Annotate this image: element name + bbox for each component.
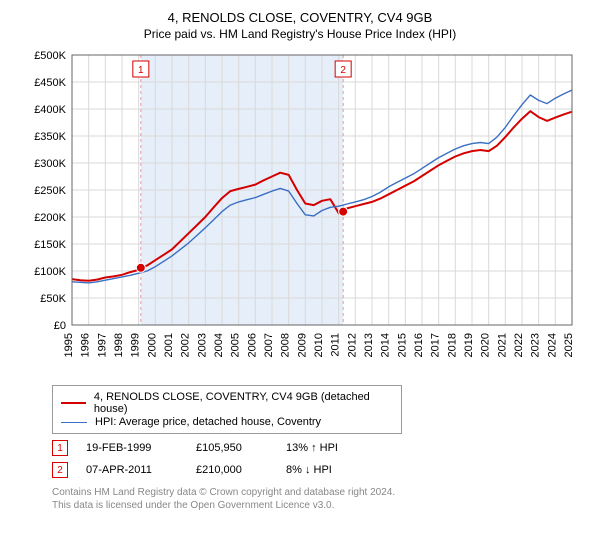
marker-row: 2 07-APR-2011£210,0008% ↓ HPI <box>52 462 590 478</box>
marker-badge: 2 <box>52 462 68 478</box>
svg-text:2017: 2017 <box>430 333 442 357</box>
svg-text:2024: 2024 <box>546 333 558 357</box>
svg-text:2005: 2005 <box>230 333 242 357</box>
svg-text:2018: 2018 <box>446 333 458 357</box>
svg-text:2010: 2010 <box>313 333 325 357</box>
svg-text:£350K: £350K <box>34 131 66 143</box>
svg-text:2004: 2004 <box>213 333 225 357</box>
footer-line: This data is licensed under the Open Gov… <box>52 499 590 512</box>
svg-text:£100K: £100K <box>34 266 66 278</box>
marker-diff: 8% ↓ HPI <box>286 464 376 476</box>
svg-text:2020: 2020 <box>480 333 492 357</box>
svg-text:2015: 2015 <box>396 333 408 357</box>
svg-text:2014: 2014 <box>380 333 392 357</box>
svg-text:2019: 2019 <box>463 333 475 357</box>
price-chart: £0 £50K £100K £150K £200K £250K £300K £350K £400… <box>20 47 580 377</box>
svg-text:1997: 1997 <box>96 333 108 357</box>
footer-line: Contains HM Land Registry data © Crown c… <box>52 486 590 499</box>
svg-text:£50K: £50K <box>40 293 66 305</box>
svg-text:2: 2 <box>340 65 346 76</box>
svg-text:2013: 2013 <box>363 333 375 357</box>
svg-text:£400K: £400K <box>34 104 66 116</box>
svg-text:2001: 2001 <box>163 333 175 357</box>
svg-text:2022: 2022 <box>513 333 525 357</box>
marker-price: £210,000 <box>196 464 286 476</box>
page-subtitle: Price paid vs. HM Land Registry's House … <box>10 27 590 41</box>
svg-text:2025: 2025 <box>563 333 575 357</box>
legend: 4, RENOLDS CLOSE, COVENTRY, CV4 9GB (det… <box>52 385 402 434</box>
marker-date: 07-APR-2011 <box>86 464 196 476</box>
svg-text:£250K: £250K <box>34 185 66 197</box>
svg-text:£150K: £150K <box>34 239 66 251</box>
svg-text:2023: 2023 <box>530 333 542 357</box>
svg-text:2003: 2003 <box>196 333 208 357</box>
svg-text:1: 1 <box>138 65 144 76</box>
legend-item-hpi: HPI: Average price, detached house, Cove… <box>61 416 393 428</box>
svg-text:2006: 2006 <box>246 333 258 357</box>
svg-text:2012: 2012 <box>346 333 358 357</box>
legend-swatch <box>61 422 87 423</box>
svg-text:£0: £0 <box>54 320 66 332</box>
legend-item-property: 4, RENOLDS CLOSE, COVENTRY, CV4 9GB (det… <box>61 391 393 415</box>
svg-text:£300K: £300K <box>34 158 66 170</box>
svg-text:£200K: £200K <box>34 212 66 224</box>
legend-label: 4, RENOLDS CLOSE, COVENTRY, CV4 9GB (det… <box>94 391 393 415</box>
footer-attribution: Contains HM Land Registry data © Crown c… <box>52 486 590 512</box>
page-title: 4, RENOLDS CLOSE, COVENTRY, CV4 9GB <box>10 10 590 25</box>
legend-swatch <box>61 402 86 404</box>
svg-text:1999: 1999 <box>130 333 142 357</box>
svg-text:1995: 1995 <box>63 333 75 357</box>
marker-row: 1 19-FEB-1999£105,95013% ↑ HPI <box>52 440 590 456</box>
svg-text:2016: 2016 <box>413 333 425 357</box>
svg-text:1998: 1998 <box>113 333 125 357</box>
svg-text:£500K: £500K <box>34 50 66 62</box>
legend-label: HPI: Average price, detached house, Cove… <box>95 416 321 428</box>
marker-diff: 13% ↑ HPI <box>286 442 376 454</box>
marker-price: £105,950 <box>196 442 286 454</box>
marker-badge: 1 <box>52 440 68 456</box>
svg-text:1996: 1996 <box>80 333 92 357</box>
marker-date: 19-FEB-1999 <box>86 442 196 454</box>
svg-text:2000: 2000 <box>146 333 158 357</box>
svg-text:£450K: £450K <box>34 77 66 89</box>
svg-text:2002: 2002 <box>180 333 192 357</box>
svg-text:2008: 2008 <box>280 333 292 357</box>
svg-text:2007: 2007 <box>263 333 275 357</box>
svg-text:2021: 2021 <box>496 333 508 357</box>
svg-text:2009: 2009 <box>296 333 308 357</box>
svg-text:2011: 2011 <box>330 333 342 357</box>
